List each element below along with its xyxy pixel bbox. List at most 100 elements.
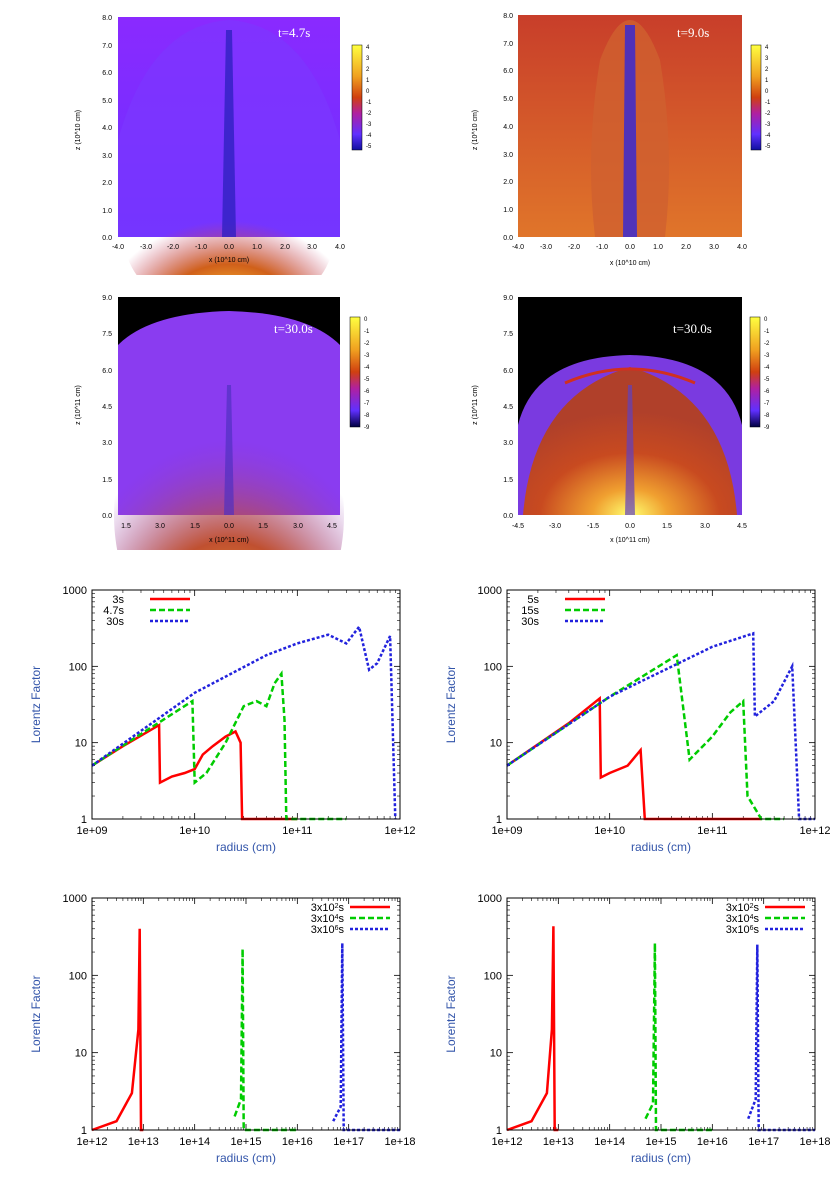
- x-tick: 1.5: [258, 523, 268, 530]
- series-line-3: [506, 631, 815, 821]
- colorbar-tick: 2: [366, 67, 370, 73]
- y-tick-label: 100: [484, 661, 502, 673]
- x-tick: 3.0: [293, 523, 303, 530]
- y-axis-label: Lorentz Factor: [444, 666, 458, 743]
- y-tick-label: 10: [75, 738, 87, 750]
- x-tick-label: 1e+15: [646, 1136, 677, 1148]
- colorbar-tick: -1: [765, 100, 771, 106]
- x-tick: 2.0: [681, 244, 691, 251]
- colorbar: [750, 44, 762, 151]
- y-tick: 2.0: [503, 179, 513, 186]
- x-tick: 4.0: [737, 244, 747, 251]
- series-line-2: [91, 670, 347, 821]
- colorbar-tick: 2: [765, 67, 769, 73]
- colorbar-tick: 0: [765, 89, 769, 95]
- series-line-3: [747, 944, 815, 1132]
- colorbar-tick: 0: [364, 317, 368, 323]
- colorbar-ticks: 4 3 2 1 0 -1 -2 -3 -4 -5: [366, 45, 372, 150]
- lorentz-chart-4: 1e+12 1e+13 1e+14 1e+15 1e+16 1e+17 1e+18 1 10 10…: [444, 893, 830, 1165]
- colorbar-tick: -4: [366, 133, 372, 139]
- y-tick-label: 1000: [63, 585, 87, 597]
- map-y-ticks: 0.0 1.0 2.0 3.0 4.0 5.0 6.0 7.0 8.0: [102, 15, 112, 242]
- x-tick-label: 1e+11: [282, 825, 312, 837]
- y-tick-label: 100: [69, 970, 87, 982]
- x-axis-label: radius (cm): [631, 1151, 691, 1165]
- y-tick: 0.0: [503, 235, 513, 242]
- x-tick: 3.0: [700, 523, 710, 530]
- y-tick: 7.5: [102, 331, 112, 338]
- colorbar-tick: -7: [364, 401, 370, 407]
- x-tick-label: 1e+10: [179, 825, 210, 837]
- colorbar-ticks: 4 3 2 1 0 -1 -2 -3 -4 -5: [765, 45, 771, 150]
- map-jet: [224, 385, 234, 515]
- y-tick-label: 1000: [478, 585, 502, 597]
- legend-label: 3x104s: [311, 913, 345, 925]
- colorbar-tick: -3: [765, 122, 771, 128]
- y-tick-label: 10: [490, 738, 502, 750]
- y-tick-label: 1: [496, 1125, 502, 1137]
- y-tick-label: 1: [81, 814, 87, 826]
- colorbar-tick: -1: [764, 329, 770, 335]
- colorbar-tick: -2: [764, 341, 770, 347]
- y-tick: 5.0: [102, 98, 112, 105]
- y-tick: 1.0: [102, 208, 112, 215]
- y-tick: 1.5: [503, 477, 513, 484]
- minor-ticks: [92, 898, 400, 1130]
- colorbar-tick: 3: [765, 56, 769, 62]
- x-tick: -3.0: [140, 244, 152, 251]
- colorbar-tick: -8: [364, 413, 370, 419]
- y-tick: 0.0: [102, 513, 112, 520]
- colorbar-tick: -1: [366, 100, 372, 106]
- plot-frame: [91, 897, 401, 1131]
- legend-label: 30s: [106, 616, 124, 628]
- map-x-label: x (10^10 cm): [610, 260, 650, 267]
- legend-label: 30s: [521, 616, 539, 628]
- y-tick: 3.0: [503, 440, 513, 447]
- density-map-panel-4: t=30.0s 0 -1 -2 -3 -4 -5 -6 -7 -8 -9 0.0…: [472, 295, 770, 544]
- series-line-2: [506, 653, 785, 821]
- legend-label: 3x106s: [726, 924, 760, 936]
- colorbar-tick: -3: [366, 122, 372, 128]
- y-tick: 9.0: [102, 295, 112, 302]
- colorbar-tick: -2: [765, 111, 771, 117]
- y-tick: 4.0: [503, 124, 513, 131]
- colorbar-tick: 4: [765, 45, 769, 51]
- x-tick: 4.0: [335, 244, 345, 251]
- legend-label: 3x104s: [726, 913, 760, 925]
- density-map-panel-1: t=4.7s 4 3 2 1 0 -1 -2 -3 -4 -5 0.0 1.0 …: [75, 15, 372, 275]
- x-tick: -1.0: [195, 244, 207, 251]
- colorbar-tick: -2: [364, 341, 370, 347]
- x-axis-label: radius (cm): [631, 840, 691, 854]
- y-axis-label: Lorentz Factor: [29, 975, 43, 1052]
- map-x-ticks: 1.5 3.0 1.5 0.0 1.5 3.0 4.5: [121, 523, 337, 530]
- colorbar-tick: -5: [764, 377, 770, 383]
- y-tick: 8.0: [102, 15, 112, 22]
- colorbar-tick: 1: [366, 78, 370, 84]
- colorbar-ticks: 0 -1 -2 -3 -4 -5 -6 -7 -8 -9: [764, 317, 770, 431]
- x-tick: -3.0: [549, 523, 561, 530]
- map-jet: [222, 30, 236, 237]
- map-y-ticks: 0.0 1.0 2.0 3.0 4.0 5.0 6.0 7.0 8.0: [503, 13, 513, 242]
- x-tick: -4.5: [512, 523, 524, 530]
- map-x-ticks: -4.0 -3.0 -2.0 -1.0 0.0 1.0 2.0 3.0 4.0: [512, 244, 747, 251]
- x-tick: -2.0: [167, 244, 179, 251]
- y-axis-label: Lorentz Factor: [444, 975, 458, 1052]
- colorbar: [351, 44, 363, 151]
- x-tick-label: 1e+14: [594, 1136, 625, 1148]
- plot-frame: [506, 897, 816, 1131]
- legend-label: 3x102s: [311, 902, 345, 914]
- x-tick: 2.0: [280, 244, 290, 251]
- x-tick: 4.5: [737, 523, 747, 530]
- map-x-label: x (10^11 cm): [610, 537, 650, 544]
- map-y-ticks: 0.0 1.5 3.0 4.5 6.0 7.5 9.0: [102, 295, 112, 520]
- y-tick: 7.0: [102, 43, 112, 50]
- x-tick-label: 1e+09: [492, 825, 523, 837]
- colorbar-tick: 4: [366, 45, 370, 51]
- map-time-label: t=30.0s: [673, 321, 712, 336]
- y-tick-label: 1: [496, 814, 502, 826]
- density-map-panel-2: t=9.0s 4 3 2 1 0 -1 -2 -3 -4 -5 0.0 1.0 …: [472, 13, 771, 267]
- density-map-panel-3: t=30.0s 0 -1 -2 -3 -4 -5 -6 -7 -8 -9 0.0…: [75, 295, 370, 550]
- x-tick-label: 1e+12: [800, 825, 830, 837]
- map-jet: [623, 25, 637, 237]
